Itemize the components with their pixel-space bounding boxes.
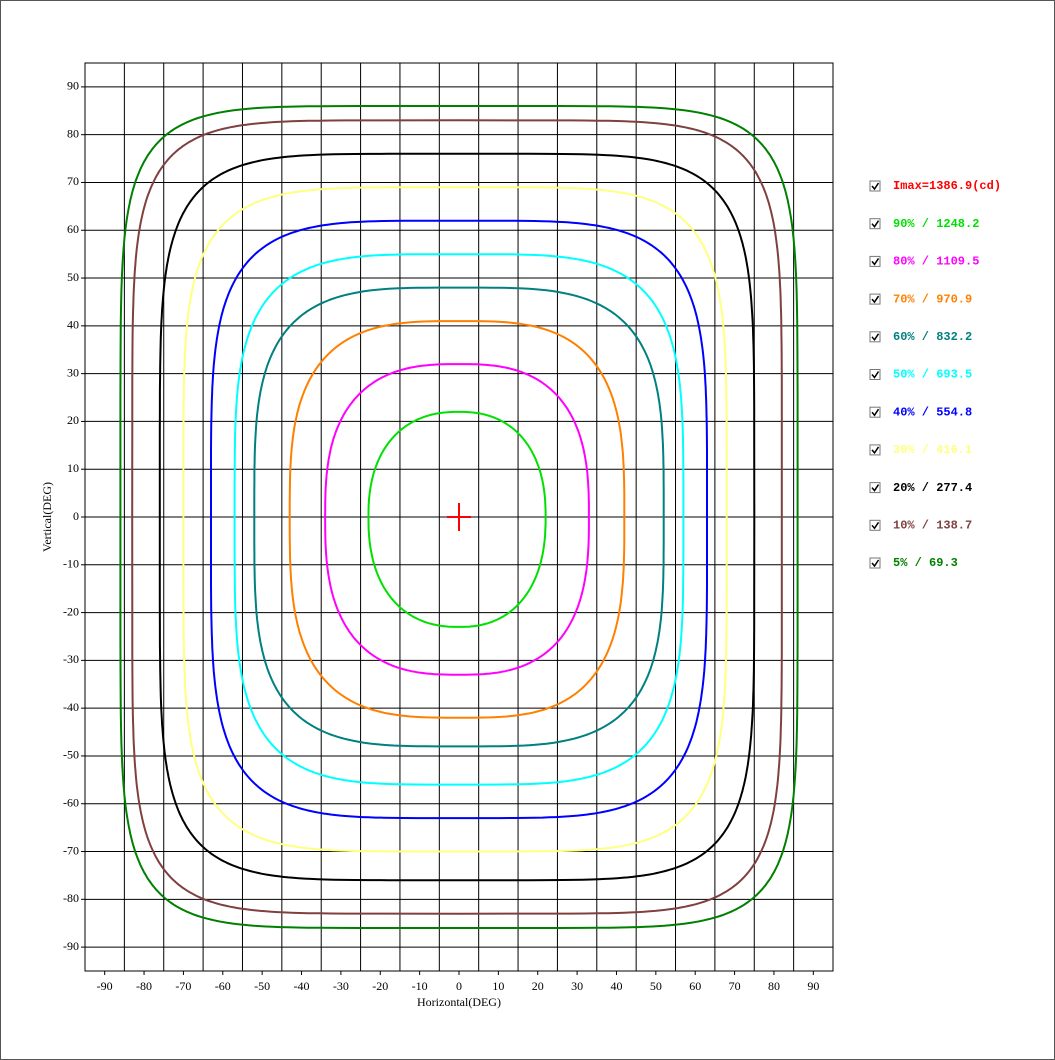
legend-label: 60% / 832.2 (893, 330, 972, 344)
x-tick-label: -40 (294, 979, 310, 993)
legend-check (871, 182, 880, 191)
y-tick-label: -10 (63, 557, 79, 571)
legend-label: 80% / 1109.5 (893, 255, 979, 269)
x-tick-label: 90 (807, 979, 819, 993)
contour (253, 286, 665, 748)
y-tick-label: 30 (67, 365, 79, 379)
x-tick-label: -30 (333, 979, 349, 993)
x-tick-label: 70 (729, 979, 741, 993)
y-tick-label: 40 (67, 318, 79, 332)
legend-check (871, 371, 880, 379)
legend-checkbox (869, 255, 881, 267)
legend-check (871, 521, 880, 530)
x-tick-label: -20 (372, 979, 388, 993)
x-tick-label: 10 (492, 979, 504, 993)
x-tick-label: 40 (610, 979, 622, 993)
legend-checkbox (869, 406, 881, 418)
legend-label: 70% / 970.9 (893, 292, 972, 306)
y-tick-label: 50 (67, 270, 79, 284)
legend-check (871, 333, 880, 342)
legend-label: 50% / 693.5 (893, 368, 972, 382)
x-tick-label: 30 (571, 979, 583, 993)
legend-checkbox (869, 482, 881, 494)
legend-checkbox (869, 218, 881, 230)
x-tick-label: -90 (97, 979, 113, 993)
y-tick-label: 20 (67, 413, 79, 427)
legend-check (871, 257, 880, 266)
legend-label: Imax=1386.9(cd) (893, 179, 1001, 193)
legend-checkbox (869, 557, 881, 569)
legend-checkbox (869, 444, 881, 456)
y-tick-label: -40 (63, 700, 79, 714)
legend-checkbox (869, 331, 881, 343)
legend-check (871, 484, 880, 492)
y-tick-label: -30 (63, 652, 79, 666)
contour (367, 410, 547, 628)
y-tick-label: 10 (67, 461, 79, 475)
y-tick-label: 60 (67, 222, 79, 236)
contour (210, 219, 708, 820)
y-tick-label: -90 (63, 939, 79, 953)
y-tick-label: -20 (63, 604, 79, 618)
legend-checkbox (869, 369, 881, 380)
x-axis-label: Horizontal(DEG) (417, 995, 501, 1009)
x-tick-label: 50 (650, 979, 662, 993)
y-axis-label: Vertical(DEG) (40, 482, 54, 552)
legend-label: 10% / 138.7 (893, 518, 972, 532)
y-tick-label: 70 (67, 174, 79, 188)
legend-check (871, 446, 880, 455)
max-marker (447, 503, 471, 531)
legend-checkbox (869, 293, 881, 305)
legend-check (871, 408, 880, 417)
x-tick-label: 0 (456, 979, 462, 993)
legend-label: 5% / 69.3 (893, 556, 958, 570)
contour (324, 363, 590, 676)
x-tick-label: -80 (136, 979, 152, 993)
legend-label: 40% / 554.8 (893, 405, 972, 419)
x-tick-label: -50 (254, 979, 270, 993)
y-tick-label: -80 (63, 891, 79, 905)
legend-checkbox (869, 180, 881, 192)
legend-checkbox (869, 519, 881, 531)
contour (233, 253, 685, 786)
x-tick-label: -70 (175, 979, 191, 993)
y-tick-label: -60 (63, 795, 79, 809)
x-tick-label: 20 (532, 979, 544, 993)
y-tick-label: 0 (73, 509, 79, 523)
contour (119, 105, 799, 929)
y-tick-label: -50 (63, 748, 79, 762)
x-tick-label: -60 (215, 979, 231, 993)
y-tick-label: 90 (67, 79, 79, 93)
x-tick-label: 60 (689, 979, 701, 993)
legend-check (871, 559, 880, 568)
legend-label: 90% / 1248.2 (893, 217, 979, 231)
contour (158, 152, 756, 882)
y-tick-label: -70 (63, 843, 79, 857)
legend-check (871, 220, 880, 228)
y-tick-label: 80 (67, 126, 79, 140)
contour (288, 320, 626, 719)
contour (182, 186, 728, 853)
x-tick-label: 80 (768, 979, 780, 993)
legend-label: 30% / 416.1 (893, 443, 972, 457)
legend-check (871, 295, 880, 304)
contour (131, 119, 783, 915)
x-tick-label: -10 (412, 979, 428, 993)
legend-label: 20% / 277.4 (893, 481, 972, 495)
